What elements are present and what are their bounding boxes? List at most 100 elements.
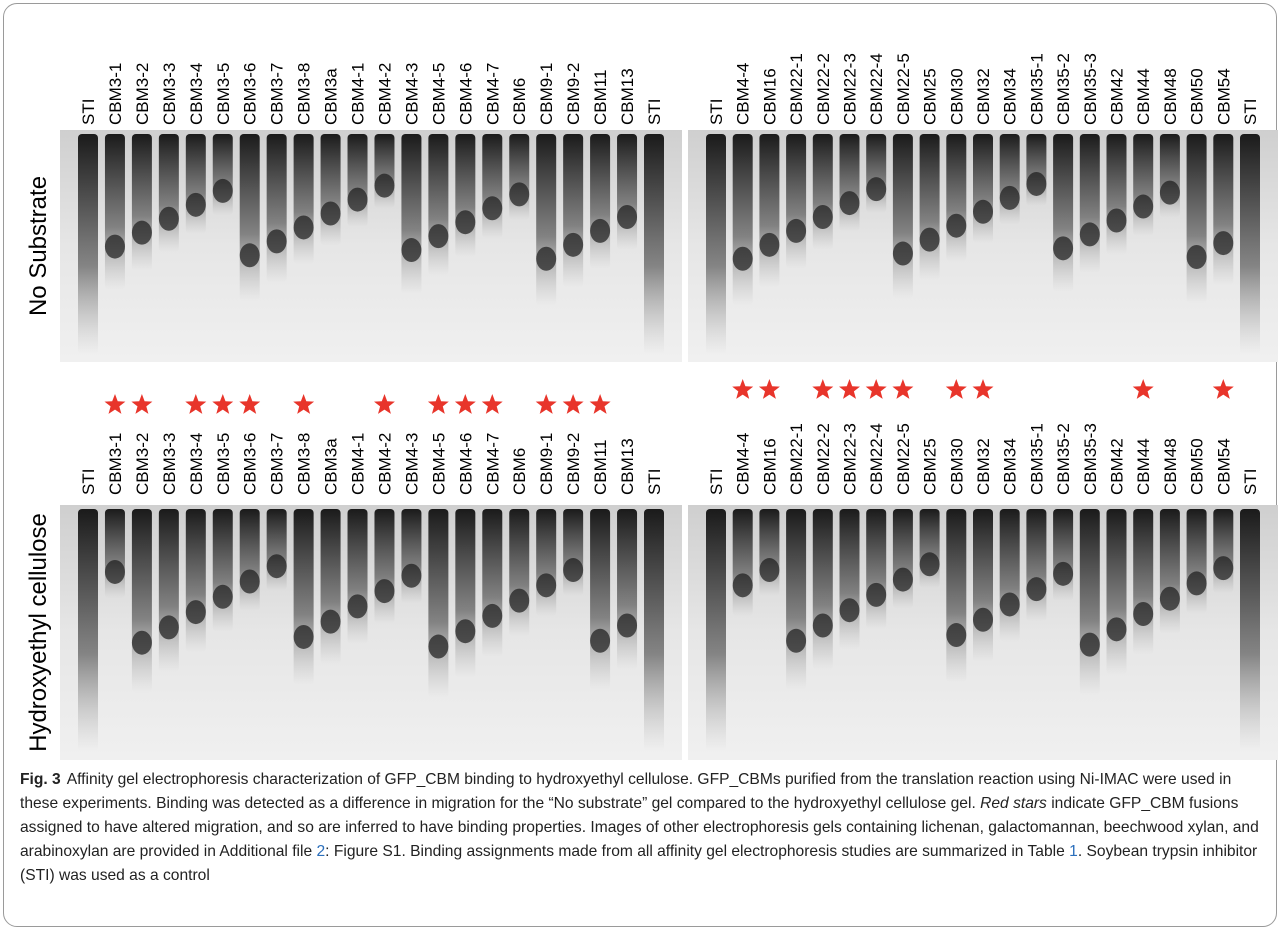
lane-label: CBM25 [921, 68, 940, 125]
lane-label: CBM22-5 [894, 53, 913, 125]
gel-band [1186, 571, 1207, 596]
row-label: Hydroxyethyl cellulose [25, 513, 52, 752]
gel-band [973, 607, 993, 632]
gel-lane [892, 134, 913, 299]
gel-band [482, 603, 503, 628]
gel-lane [78, 134, 98, 355]
gel-band [786, 218, 807, 243]
lane-label: CBM3-3 [160, 433, 179, 495]
lane-label: STI [79, 469, 98, 495]
lane-label: CBM13 [618, 438, 637, 495]
lane-label: CBM25 [921, 438, 940, 495]
gel-band [1106, 208, 1127, 233]
lane-label: CBM3-6 [241, 63, 260, 125]
gel-lane [482, 134, 503, 239]
lane-label: CBM3-1 [106, 433, 125, 495]
lane-label: CBM4-6 [456, 433, 475, 495]
lane-label: CBM3-4 [187, 63, 206, 125]
gel-lane [999, 509, 1020, 642]
gel-lane [919, 134, 940, 281]
lane-label: STI [645, 99, 664, 125]
gel-lane [1159, 509, 1180, 634]
gel-band [455, 210, 476, 235]
gel-band [999, 185, 1020, 210]
gel-band [617, 205, 638, 229]
gel-band [401, 238, 422, 263]
red-star [839, 379, 860, 399]
lane-label: CBM42 [1108, 438, 1127, 495]
gel-lane [759, 134, 780, 288]
gel-lane [1213, 509, 1234, 594]
red-star [865, 379, 887, 399]
gel-lane [1186, 509, 1207, 614]
gel-lane [428, 134, 449, 276]
gel-lane [732, 509, 753, 617]
gel-band [455, 619, 476, 644]
red-star [732, 379, 754, 399]
gel-band [482, 196, 503, 221]
lane-label: CBM4-5 [429, 433, 448, 495]
lane-label: CBM35-3 [1081, 53, 1100, 125]
gel-band [266, 229, 287, 254]
gel-lane [563, 509, 584, 596]
gel-band [158, 615, 179, 640]
lane-label: STI [79, 99, 98, 125]
gel-lane [786, 509, 807, 691]
gel-band [239, 569, 260, 594]
gel-band [131, 220, 152, 245]
lane-label: CBM3a [322, 438, 341, 495]
gel-band [999, 592, 1020, 617]
lane-label: CBM4-3 [402, 433, 421, 495]
gel-lane [104, 509, 125, 599]
lane-label: CBM3-6 [241, 433, 260, 495]
gel-image [60, 505, 682, 760]
red-star [812, 379, 834, 399]
lane-label: CBM3-7 [268, 433, 287, 495]
gel-band [320, 609, 341, 634]
gel-band [812, 205, 833, 229]
gel-band [509, 588, 530, 613]
lane-label: CBM4-3 [402, 63, 421, 125]
lane-label: CBM35-1 [1027, 423, 1046, 495]
lane-label: CBM22-3 [841, 423, 860, 495]
caption-text: : Figure S1. Binding assignments made fr… [325, 843, 1070, 860]
gel-band [428, 634, 449, 659]
gel-band [839, 598, 860, 623]
gel-lane [590, 509, 611, 691]
red-star [562, 394, 584, 414]
red-star [185, 394, 207, 414]
gel-band [946, 623, 967, 648]
lane-label: CBM22-1 [787, 423, 806, 495]
gel-lane [131, 134, 152, 271]
lane-label: CBM3-3 [160, 63, 179, 125]
lane-label: STI [707, 469, 726, 495]
gel-lane [732, 134, 753, 306]
gel-band [1053, 561, 1074, 586]
gel-band [293, 624, 314, 649]
gel-lane [347, 134, 368, 227]
gel-band [892, 241, 913, 266]
gel-band [347, 187, 368, 212]
gel-band [732, 246, 753, 271]
red-star [131, 394, 153, 414]
lane-label: CBM3-2 [133, 63, 152, 125]
gel-band [759, 558, 780, 583]
gel-lane [1240, 509, 1260, 752]
gel-lane [509, 134, 530, 220]
gel-lane [644, 509, 664, 752]
lane-label: CBM4-1 [349, 433, 368, 495]
caption-link[interactable]: 1 [1069, 843, 1078, 860]
caption-link[interactable]: 2 [316, 843, 326, 860]
gel-lane [999, 134, 1020, 225]
red-star [535, 394, 557, 414]
lane-label: STI [1241, 469, 1260, 495]
lane-label: CBM35-2 [1054, 53, 1073, 125]
gel-band [919, 227, 940, 252]
red-star [589, 394, 611, 414]
gel-lane [347, 509, 368, 645]
lane-label: CBM9-2 [564, 63, 583, 125]
lane-label: CBM50 [1188, 438, 1207, 495]
gel-lane [212, 509, 233, 632]
gel-band [866, 177, 887, 202]
gel-band [293, 215, 314, 240]
